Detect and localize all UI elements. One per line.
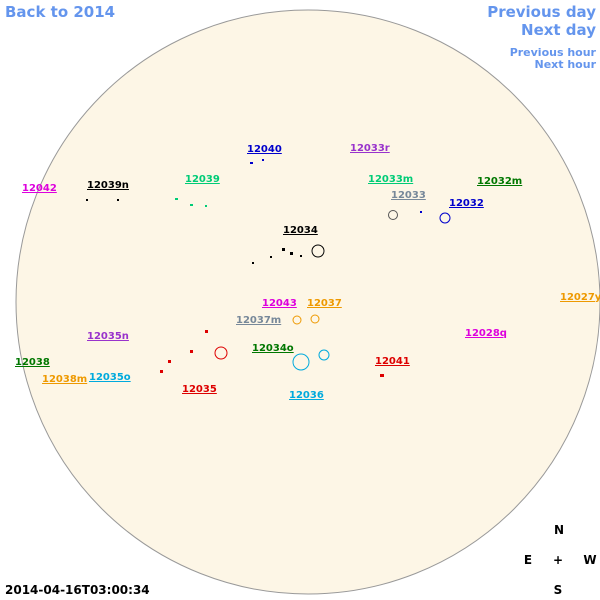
region-label[interactable]: 12039n: [87, 180, 129, 191]
region-label[interactable]: 12027y: [560, 292, 600, 303]
spot: [311, 244, 325, 258]
previous-hour-link[interactable]: Previous hour: [510, 46, 597, 59]
region-label[interactable]: 12028q: [465, 328, 507, 339]
region-label[interactable]: 12032m: [477, 176, 522, 187]
region-label[interactable]: 12033m: [368, 174, 413, 185]
compass-center: +: [553, 553, 563, 567]
region-label[interactable]: 12037: [307, 298, 342, 309]
spot: [310, 314, 320, 324]
spots: [86, 159, 451, 377]
next-day-link[interactable]: Next day: [521, 21, 596, 39]
back-link[interactable]: Back to 2014: [5, 3, 115, 21]
spot: [292, 353, 310, 371]
region-label[interactable]: 12033r: [350, 143, 390, 154]
region-label[interactable]: 12036: [289, 390, 324, 401]
region-label[interactable]: 12040: [247, 144, 282, 155]
region-label[interactable]: 12038: [15, 357, 50, 368]
compass-west: W: [583, 553, 596, 567]
region-label[interactable]: 12034: [283, 225, 318, 236]
region-label[interactable]: 12042: [22, 183, 57, 194]
spot: [439, 212, 451, 224]
region-label[interactable]: 12035n: [87, 331, 129, 342]
region-label[interactable]: 12041: [375, 356, 410, 367]
compass-east: E: [524, 553, 532, 567]
spot: [214, 346, 228, 360]
compass-south: S: [554, 583, 563, 597]
spot: [318, 349, 330, 361]
region-label[interactable]: 12034o: [252, 343, 294, 354]
timestamp: 2014-04-16T03:00:34: [5, 583, 150, 597]
region-label[interactable]: 12043: [262, 298, 297, 309]
region-label[interactable]: 12035o: [89, 372, 131, 383]
solar-disk: [15, 9, 600, 595]
compass-north: N: [554, 523, 564, 537]
region-label[interactable]: 12037m: [236, 315, 281, 326]
spot: [292, 315, 302, 325]
region-label[interactable]: 12033: [391, 190, 426, 201]
next-hour-link[interactable]: Next hour: [535, 58, 597, 71]
region-label[interactable]: 12035: [182, 384, 217, 395]
region-label[interactable]: 12039: [185, 174, 220, 185]
previous-day-link[interactable]: Previous day: [487, 3, 596, 21]
region-label[interactable]: 12038m: [42, 374, 87, 385]
region-label[interactable]: 12032: [449, 198, 484, 209]
spot: [388, 210, 398, 220]
